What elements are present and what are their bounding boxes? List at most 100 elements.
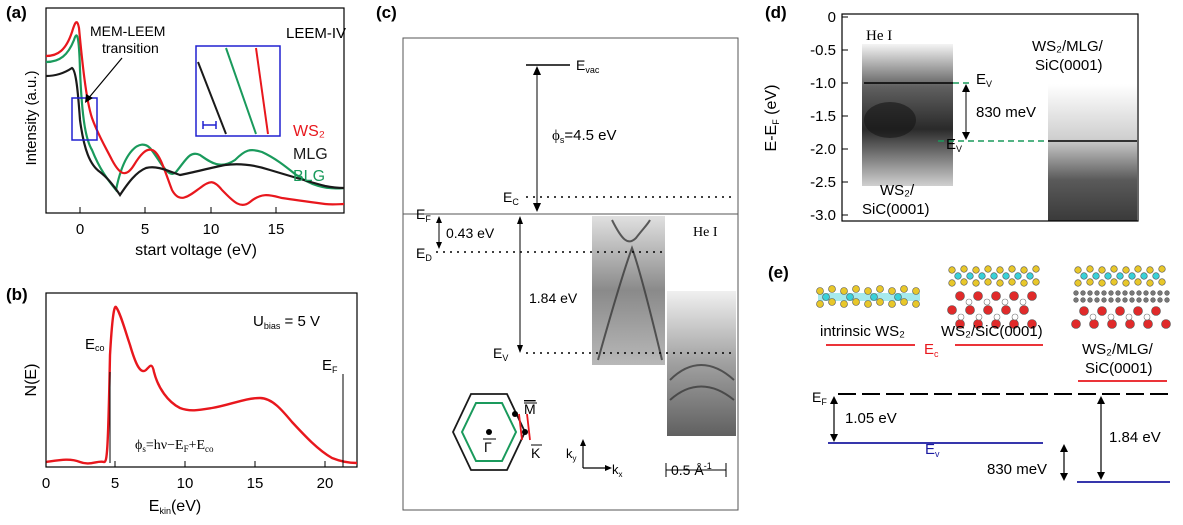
secondary-electron-curve: [45, 305, 358, 465]
bias-label: Ubias = 5 V: [253, 313, 320, 331]
svg-text:10: 10: [177, 475, 194, 492]
m-label: M: [524, 401, 536, 417]
work-function-formula: ϕs=hν−EF+Eco: [135, 438, 214, 454]
tick-a-15: 15: [268, 221, 285, 238]
panel-b-xlabel: Ekin(eV): [149, 498, 201, 516]
ef-label-c: EF: [416, 206, 431, 224]
legend-blg: BLG: [293, 168, 325, 185]
phi-label: ϕs=4.5 eV: [552, 127, 617, 145]
left-sample-line1: WS₂/: [880, 182, 915, 199]
panel-b-xticks: 0 5 10 15 20: [42, 461, 334, 492]
panel-b: (b) Eco EF Ubias = 5 V ϕs=hν−EF+Eco N(E)…: [6, 285, 358, 516]
tick-a-0: 0: [76, 221, 84, 238]
panel-d-frame: [841, 13, 1139, 222]
right-sample-line1: WS₂/MLG/: [1032, 38, 1104, 55]
ev-label-d-lower: EV: [946, 136, 962, 154]
tick-a-10: 10: [203, 221, 220, 238]
zoom-box: [71, 97, 98, 141]
mem-leem-annotation-line2: transition: [102, 40, 159, 56]
ec-label-e: Ec: [924, 341, 939, 359]
svg-text:-1.5: -1.5: [810, 108, 836, 125]
panel-a-label: (a): [6, 3, 27, 22]
ev-label-e: Ev: [925, 441, 940, 459]
evac-label: Evac: [576, 57, 600, 75]
struct3-label-line2: SiC(0001): [1085, 360, 1153, 377]
shift-label-e: 830 meV: [987, 461, 1047, 478]
source-label-c: He I: [693, 225, 718, 240]
inset-ws2-line: [255, 47, 269, 135]
curve-ws2: [45, 21, 345, 206]
panel-c-label: (c): [376, 3, 397, 22]
svg-text:-3.0: -3.0: [810, 207, 836, 224]
structure-ws2-sic: [947, 265, 1040, 329]
k-label: K: [531, 445, 541, 461]
panel-d-label: (d): [765, 3, 787, 22]
gamma-point: [486, 429, 492, 435]
struct2-label: WS₂/SiC(0001): [941, 323, 1043, 340]
gap1-label-e: 1.05 eV: [845, 410, 897, 427]
svg-text:20: 20: [317, 475, 334, 492]
svg-text:-2.0: -2.0: [810, 141, 836, 158]
arpes-image-d2: [1048, 84, 1137, 221]
svg-text:5: 5: [111, 475, 119, 492]
scale-label: 0.5 Å-1: [671, 461, 712, 478]
left-sample-line2: SiC(0001): [862, 201, 930, 218]
panel-b-frame: [45, 292, 358, 468]
panel-b-label: (b): [6, 285, 28, 304]
panel-d: (d) 0 -0.5 -1.0 -1.5 -2.0 -2.5 -3.0 E-EF…: [763, 3, 1139, 224]
svg-text:0: 0: [828, 9, 836, 26]
mem-leem-annotation-line1: MEM-LEEM: [90, 23, 165, 39]
ev-label-c: EV: [493, 345, 508, 363]
shift-label-d: 830 meV: [976, 104, 1036, 121]
panel-d-yticks: 0 -0.5 -1.0 -1.5 -2.0 -2.5 -3.0: [810, 9, 848, 224]
svg-text:0: 0: [42, 475, 50, 492]
svg-text:15: 15: [247, 475, 264, 492]
panel-a-xlabel: start voltage (eV): [135, 242, 257, 259]
ev-label-d-upper: EV: [976, 71, 992, 89]
ef-label-e: EF: [812, 389, 827, 407]
m-point: [512, 411, 518, 417]
gamma-label: Γ: [484, 439, 492, 455]
panel-a-frame: [45, 7, 345, 214]
panel-e: (e): [768, 263, 1171, 483]
struct3-label-line1: WS₂/MLG/: [1082, 341, 1154, 358]
panel-a: (a) MEM-LEEM transition LEEM-IV WS₂ MLG …: [6, 3, 346, 259]
mode-label: LEEM-IV: [286, 25, 346, 42]
panel-a-ylabel: Intensity (a.u.): [23, 70, 40, 165]
svg-text:-2.5: -2.5: [810, 174, 836, 191]
svg-text:-1.0: -1.0: [810, 75, 836, 92]
curve-blg: [45, 34, 345, 193]
svg-text:-0.5: -0.5: [810, 42, 836, 59]
kx-label: kx: [612, 462, 623, 479]
ef-label: EF: [322, 357, 338, 375]
panel-c: (c) Evac ϕs=4.5 eV EC EF 0.43 eV ED 1.84…: [376, 3, 739, 511]
right-sample-line2: SiC(0001): [1035, 57, 1103, 74]
k-point: [522, 429, 528, 435]
gap2-label-e: 1.84 eV: [1109, 429, 1161, 446]
arpes-image-2: [667, 291, 736, 436]
eco-label: Eco: [85, 336, 105, 353]
legend-mlg: MLG: [293, 146, 328, 163]
panel-b-ylabel: N(E): [23, 364, 40, 397]
inset-mlg-line: [197, 61, 227, 135]
inset-blg-line: [225, 47, 257, 135]
gap1-label: 0.43 eV: [446, 225, 495, 241]
annotation-arrow: [86, 57, 123, 101]
panel-a-xticks: 0 5 10 15: [76, 207, 285, 238]
panel-d-ylabel: E-EF (eV): [763, 85, 781, 152]
gap2-label: 1.84 eV: [529, 290, 578, 306]
bz-outer-hexagon: [452, 393, 526, 471]
panel-e-label: (e): [768, 263, 789, 282]
struct1-label: intrinsic WS₂: [820, 323, 905, 340]
source-label-d: He I: [866, 28, 892, 44]
legend-ws2: WS₂: [293, 123, 325, 140]
ed-label: ED: [416, 245, 432, 263]
panel-c-frame: [402, 37, 739, 511]
ky-label: ky: [566, 446, 577, 463]
tick-a-5: 5: [141, 221, 149, 238]
structure-ws2-mlg-sic: [1071, 265, 1171, 329]
ec-label: EC: [503, 189, 519, 207]
structure-intrinsic-ws2: [816, 285, 920, 308]
bz-inner-hexagon: [460, 402, 518, 462]
